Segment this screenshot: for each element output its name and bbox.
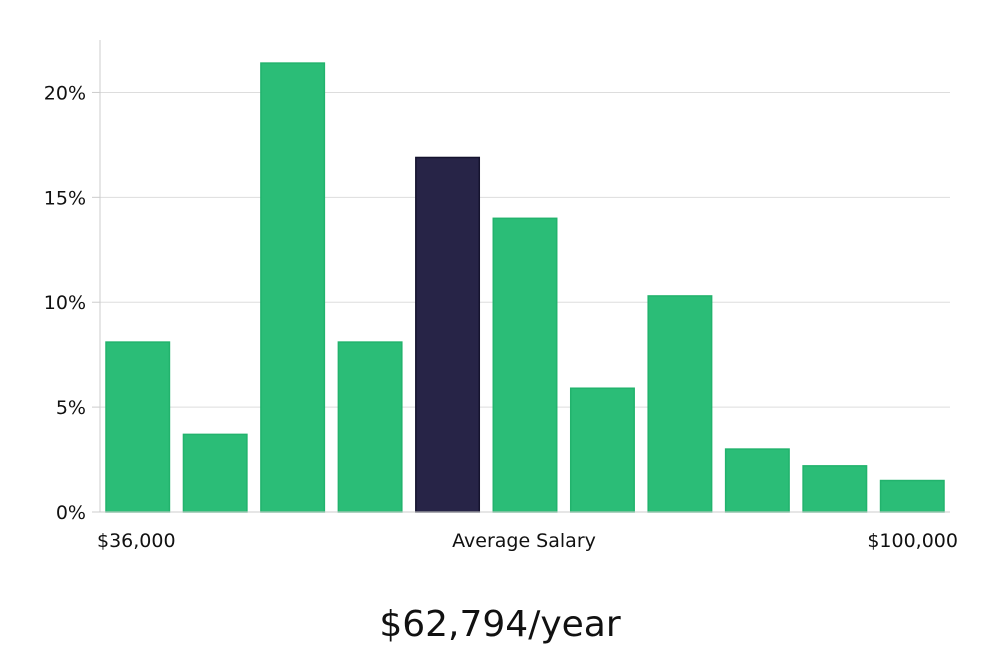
bar-6 — [492, 217, 558, 513]
x-max-label: $100,000 — [867, 530, 958, 552]
bar-7 — [569, 387, 635, 513]
x-axis-label: Average Salary — [452, 530, 596, 552]
bar-9 — [724, 448, 790, 513]
bar-11 — [879, 479, 945, 513]
bar-4 — [337, 341, 403, 513]
y-tick-label-0: 0% — [56, 502, 86, 524]
salary-distribution-chart: 0% 5% 10% 15% 20% $36,000 Average Salary $10… — [44, 40, 958, 552]
y-tick-label-5: 5% — [56, 397, 86, 419]
y-tick-label-10: 10% — [44, 292, 86, 314]
average-salary-value: $62,794/year — [379, 604, 621, 645]
bar-highlighted-average — [415, 156, 481, 513]
bar-10 — [802, 465, 868, 513]
bar-2 — [182, 433, 248, 513]
bar-1 — [105, 341, 171, 513]
y-tick-labels: 0% 5% 10% 15% 20% — [44, 82, 86, 524]
axes — [99, 40, 950, 513]
y-tick-label-20: 20% — [44, 82, 86, 104]
bars — [105, 62, 945, 513]
y-tick-label-15: 15% — [44, 187, 86, 209]
bar-3 — [260, 62, 326, 513]
x-min-label: $36,000 — [97, 530, 176, 552]
bar-8 — [647, 295, 713, 513]
